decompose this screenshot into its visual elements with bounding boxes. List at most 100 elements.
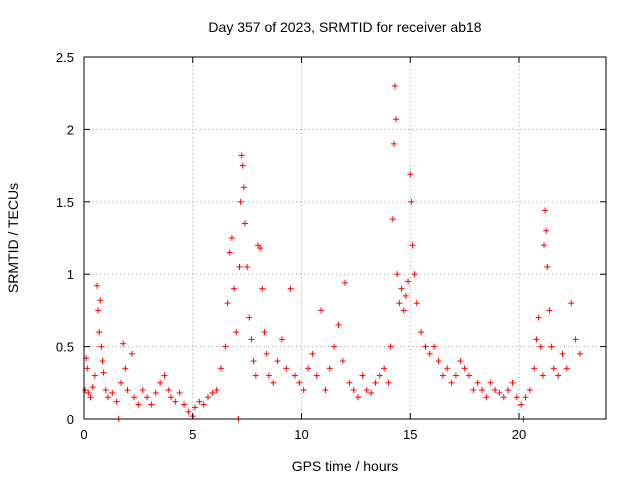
data-point [241, 220, 248, 227]
y-tick-label: 1.5 [56, 195, 74, 210]
data-point [181, 401, 188, 408]
data-point [396, 300, 403, 307]
data-point [239, 162, 246, 169]
data-point [122, 365, 129, 372]
data-point [191, 404, 198, 411]
data-point [550, 365, 557, 372]
data-point [102, 387, 109, 394]
data-point [326, 365, 333, 372]
data-point [431, 343, 438, 350]
data-point [548, 343, 555, 350]
x-axis-label: GPS time / hours [292, 458, 399, 474]
data-point [372, 379, 379, 386]
data-point [492, 387, 499, 394]
data-point [390, 140, 397, 147]
y-tick-label: 2.5 [56, 50, 74, 65]
data-point [168, 394, 174, 401]
x-tick-label: 10 [294, 427, 308, 442]
y-tick-label: 2 [67, 122, 74, 137]
data-point [87, 394, 94, 401]
data-point [196, 398, 203, 405]
data-point [300, 387, 307, 394]
data-point [452, 372, 459, 379]
data-point [335, 321, 342, 328]
data-point [274, 358, 281, 365]
x-tick-label: 0 [80, 427, 87, 442]
data-point [200, 401, 207, 408]
data-point [413, 300, 420, 307]
data-point [291, 372, 298, 379]
data-point [322, 387, 329, 394]
data-point [526, 387, 533, 394]
data-point [339, 358, 346, 365]
data-point [237, 198, 244, 205]
data-point [407, 171, 414, 178]
data-point [246, 314, 253, 321]
data-point [542, 207, 549, 214]
data-point [541, 242, 548, 249]
data-point [94, 282, 101, 289]
data-point [509, 379, 516, 386]
data-point [244, 263, 251, 270]
data-point [342, 279, 348, 286]
data-point [124, 387, 131, 394]
data-point [224, 300, 231, 307]
data-point [409, 242, 416, 249]
x-tick-label: 15 [403, 427, 417, 442]
data-point [408, 198, 415, 205]
data-point [346, 379, 353, 386]
data-point [537, 343, 544, 350]
data-point [261, 329, 268, 336]
data-point [461, 365, 468, 372]
data-point [359, 372, 366, 379]
data-point [213, 387, 220, 394]
data-point [218, 365, 225, 372]
data-point [426, 350, 433, 357]
data-point [389, 216, 396, 223]
data-point [270, 379, 277, 386]
data-point [368, 389, 375, 396]
data-point [226, 249, 233, 256]
data-point [236, 263, 243, 270]
data-point [435, 358, 442, 365]
data-point [152, 389, 159, 396]
data-point [222, 343, 229, 350]
data-point [161, 372, 168, 379]
data-point [204, 394, 211, 401]
data-point [518, 401, 525, 408]
data-point [135, 401, 142, 408]
data-point [85, 389, 92, 396]
data-point [278, 336, 285, 343]
data-point [263, 350, 270, 357]
data-point [563, 365, 570, 372]
data-point [543, 227, 550, 234]
data-point [546, 307, 553, 314]
data-point [257, 245, 264, 252]
data-point [91, 372, 98, 379]
plot-frame [83, 56, 607, 420]
data-point [287, 285, 294, 292]
data-point [89, 384, 96, 391]
data-point [522, 394, 529, 401]
data-point [238, 152, 245, 159]
y-tick-label: 0 [67, 412, 74, 427]
data-point [385, 379, 392, 386]
x-tick-label: 5 [189, 427, 196, 442]
data-point [376, 372, 383, 379]
data-point [350, 387, 357, 394]
data-point [148, 401, 155, 408]
data-point [128, 350, 135, 357]
data-point [283, 365, 290, 372]
data-point [572, 336, 579, 343]
data-point [313, 372, 320, 379]
y-axis-label: SRMTID / TECUs [5, 183, 21, 293]
data-point [535, 314, 542, 321]
data-point [394, 271, 401, 278]
data-point [387, 343, 394, 350]
data-point [402, 292, 409, 299]
data-point [439, 372, 446, 379]
data-point [131, 394, 138, 401]
data-point [248, 336, 255, 343]
data-point [331, 343, 338, 350]
